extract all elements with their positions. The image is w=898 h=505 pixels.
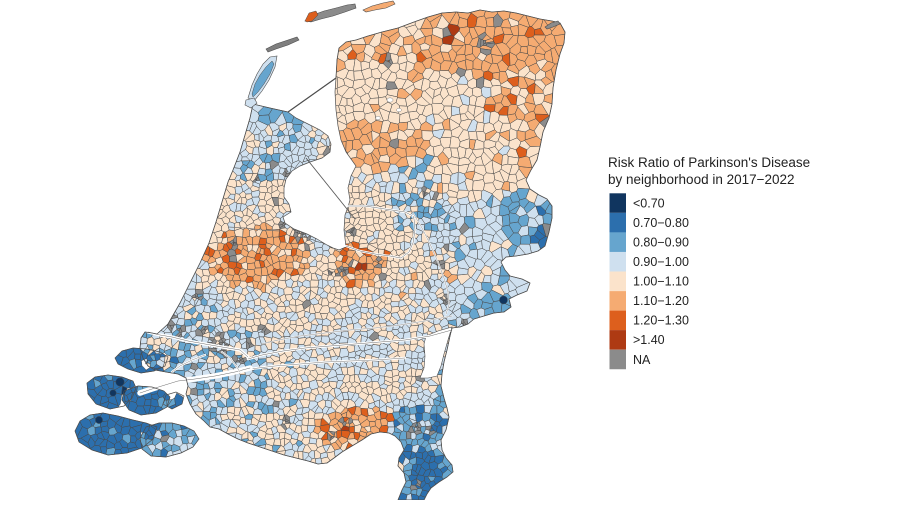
svg-text:>1.40: >1.40 [633,333,665,347]
svg-text:0.70−0.80: 0.70−0.80 [633,216,689,230]
svg-text:1.00−1.10: 1.00−1.10 [633,275,689,289]
svg-text:NA: NA [633,353,651,367]
svg-text:1.20−1.30: 1.20−1.30 [633,314,689,328]
svg-text:Risk Ratio of Parkinson's Dise: Risk Ratio of Parkinson's Disease [608,155,810,170]
svg-text:1.10−1.20: 1.10−1.20 [633,294,689,308]
svg-text:0.90−1.00: 0.90−1.00 [633,255,689,269]
svg-text:0.80−0.90: 0.80−0.90 [633,236,689,250]
svg-text:<0.70: <0.70 [633,196,665,210]
svg-text:by neighborhood in 2017−2022: by neighborhood in 2017−2022 [608,172,795,187]
